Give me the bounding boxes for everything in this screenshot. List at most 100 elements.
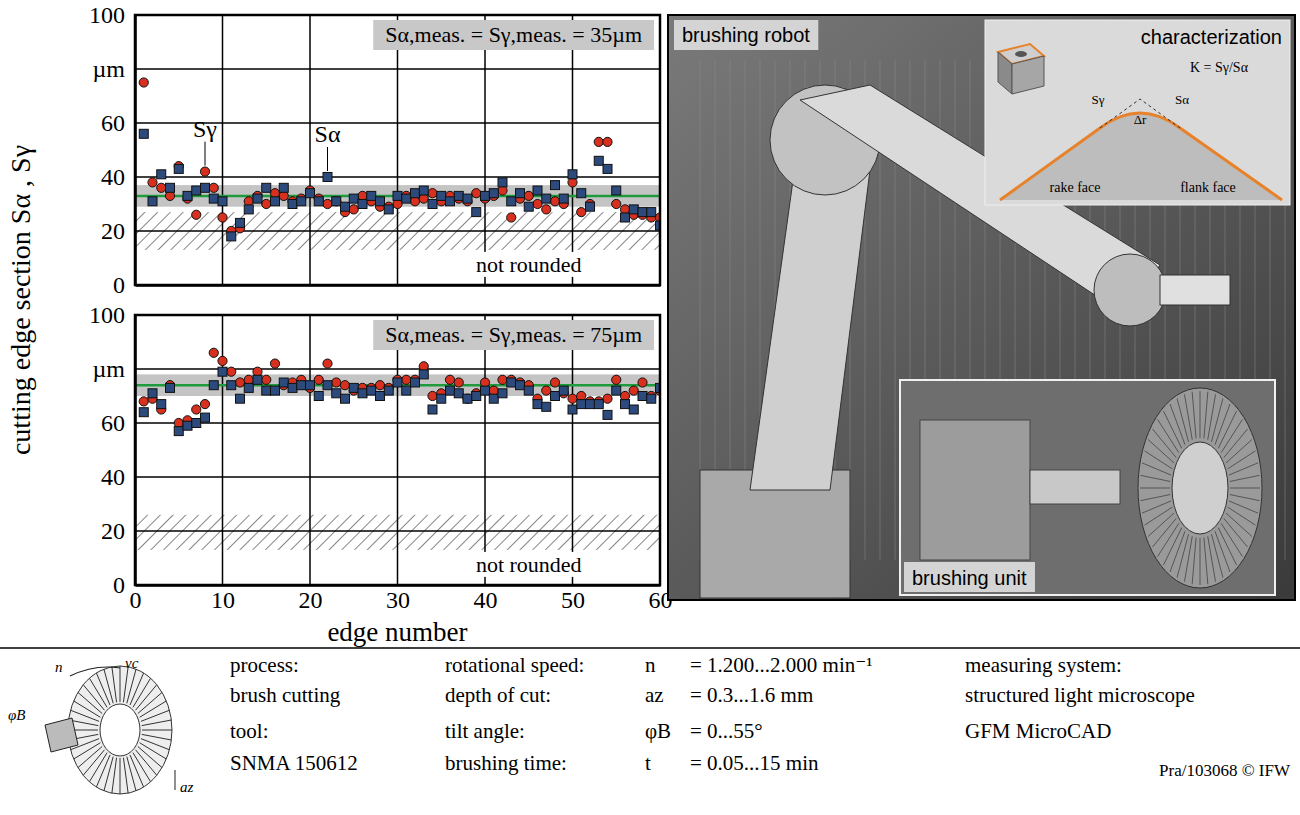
point (288, 383, 297, 392)
y-axis: 0204060µm100 (89, 2, 136, 298)
point (603, 164, 612, 173)
bristle (1177, 398, 1188, 441)
point (428, 200, 437, 209)
point (192, 210, 201, 219)
point (288, 200, 297, 209)
point (586, 400, 595, 409)
figure: 0204060µm100SγSαnot roundedSα,meas. = Sγ… (0, 0, 1300, 815)
point (550, 197, 559, 206)
point (445, 375, 454, 384)
bristle (1208, 536, 1216, 581)
point (603, 394, 612, 403)
point (314, 375, 323, 384)
point (612, 386, 621, 395)
edge-contour (1000, 113, 1282, 200)
point (533, 400, 542, 409)
icon-bristle (123, 758, 128, 794)
grid-line (135, 530, 660, 532)
grid-line (135, 284, 660, 285)
axis-line (134, 16, 137, 286)
point (481, 191, 490, 200)
formula: K = Sγ/Sα (1190, 60, 1249, 75)
spindle (1030, 470, 1120, 504)
title-box (373, 20, 654, 50)
param-value: = 0...55° (690, 719, 763, 743)
point (209, 381, 218, 390)
param-symbol: t (645, 751, 651, 775)
chart: 0204060µm100SγSαnot roundedSα,meas. = Sγ… (89, 2, 665, 298)
point (271, 386, 280, 395)
point (446, 197, 455, 206)
point (253, 194, 262, 203)
point (279, 378, 288, 387)
point (332, 197, 341, 206)
grid-line (309, 15, 311, 285)
point (227, 232, 236, 241)
point (279, 183, 288, 192)
icon-label: n (55, 659, 63, 675)
edge-label: Δr (1134, 112, 1147, 127)
point (384, 205, 393, 214)
point (306, 381, 315, 390)
point (542, 402, 551, 411)
point (533, 199, 542, 208)
point (594, 137, 603, 146)
bristle (1226, 440, 1252, 464)
bristle (1200, 538, 1201, 585)
axis-line (134, 316, 137, 586)
param-value: = 0.05...15 min (690, 751, 819, 775)
point (489, 189, 498, 198)
point (411, 378, 420, 387)
param-value: structured light microscope (965, 683, 1195, 707)
photo-label: brushing robot (682, 24, 810, 46)
icon-hub (100, 704, 140, 756)
point (235, 378, 244, 387)
point (218, 213, 227, 222)
label-box (674, 20, 818, 50)
point (139, 408, 148, 417)
bristle (1229, 463, 1258, 475)
y-axis: 0204060µm100 (89, 302, 136, 598)
point (489, 394, 498, 403)
grid-line (484, 15, 486, 285)
label-patch (472, 252, 586, 277)
point (524, 386, 533, 395)
point (183, 191, 192, 200)
y-tick: 60 (101, 110, 135, 136)
bristle (1204, 392, 1208, 439)
point (323, 359, 332, 368)
point (341, 394, 350, 403)
point (139, 129, 148, 138)
point (393, 191, 402, 200)
plot-marks (135, 315, 660, 585)
grid-line (309, 315, 311, 585)
photo-panel: brushing robotcharacterizationK = Sγ/SαS… (668, 15, 1295, 600)
point (577, 189, 586, 198)
series-label: Sα (315, 121, 341, 147)
icon-disk (68, 666, 172, 794)
param-label: brushing time: (445, 751, 567, 775)
bristle (1145, 451, 1173, 469)
point (166, 183, 175, 192)
point (481, 386, 490, 395)
point (349, 194, 358, 203)
y-tick: 40 (101, 464, 135, 490)
point (323, 173, 332, 182)
param-symbol: az (645, 683, 664, 707)
bristle (1228, 507, 1256, 525)
bristle (1211, 534, 1222, 577)
point (551, 392, 560, 401)
point (157, 183, 166, 192)
point (244, 205, 253, 214)
point (524, 202, 533, 211)
grid-line (135, 422, 660, 424)
point (262, 375, 271, 384)
plot-marks (135, 15, 660, 285)
point (559, 194, 568, 203)
bristle (1215, 531, 1230, 572)
point (516, 381, 525, 390)
point (621, 213, 630, 222)
icon-bristle (112, 758, 117, 794)
y-tick-label: 20 (101, 218, 125, 244)
param-value: brush cutting (230, 683, 341, 707)
